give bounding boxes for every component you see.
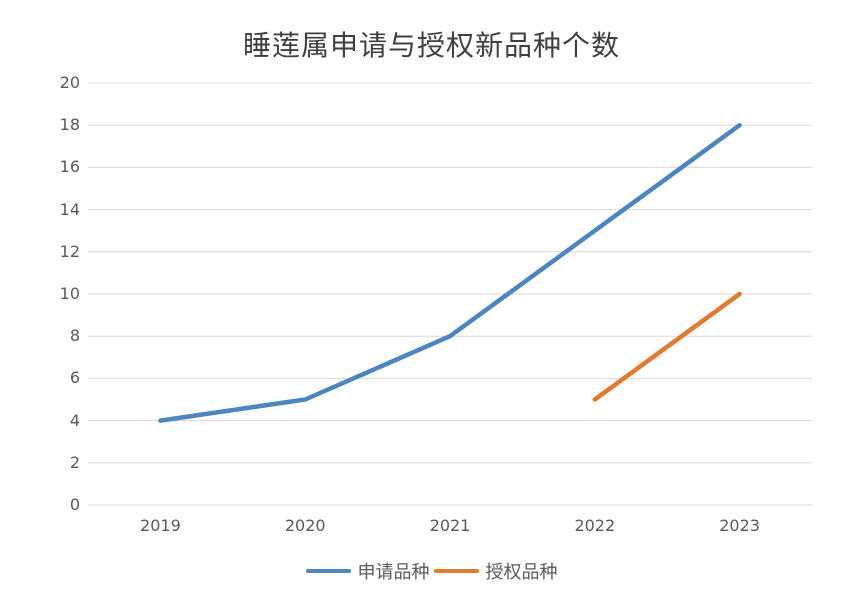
legend-label-granted: 授权品种 [485, 562, 558, 583]
y-tick-label: 18 [59, 115, 80, 135]
legend-label-applied: 申请品种 [357, 562, 430, 583]
y-tick-label: 14 [59, 199, 80, 219]
legend-item-applied: 申请品种 [305, 558, 430, 584]
legend: 申请品种 授权品种 [0, 558, 863, 584]
series-line-applied [158, 122, 742, 423]
y-tick-label: 16 [59, 157, 80, 177]
legend-swatch-granted [433, 569, 479, 573]
x-tick-label: 2021 [429, 516, 471, 535]
y-tick-label: 8 [69, 326, 80, 346]
chart-title: 睡莲属申请与授权新品种个数 [242, 29, 620, 62]
y-tick-label: 4 [69, 410, 80, 430]
series-line-granted [592, 291, 742, 402]
legend-item-granted: 授权品种 [433, 558, 558, 584]
x-tick-label: 2022 [574, 516, 616, 535]
x-tick-label: 2023 [719, 516, 760, 535]
y-tick-label: 10 [59, 284, 80, 303]
y-tick-label: 2 [69, 452, 80, 472]
y-tick-label: 0 [69, 495, 80, 514]
legend-swatch-applied [305, 569, 351, 573]
x-tick-label: 2020 [284, 516, 326, 535]
y-tick-label: 6 [69, 368, 80, 388]
y-tick-label: 20 [59, 73, 80, 92]
x-tick-label: 2019 [140, 516, 181, 535]
y-tick-label: 12 [59, 241, 80, 261]
